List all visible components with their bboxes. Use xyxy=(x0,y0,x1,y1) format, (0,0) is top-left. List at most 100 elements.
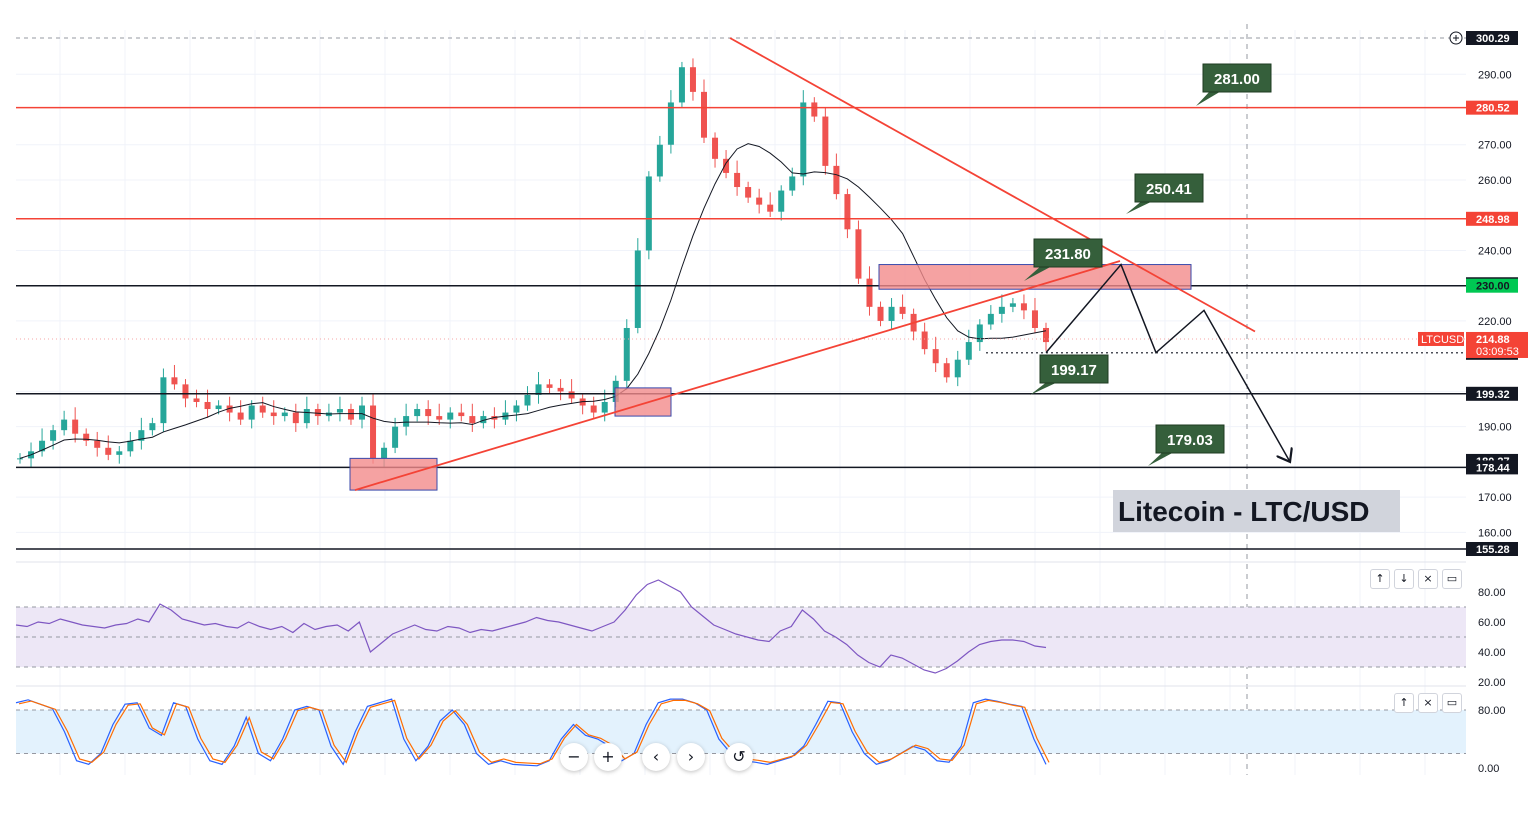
candle-body xyxy=(1009,303,1016,307)
candle-body xyxy=(359,405,365,420)
indicators xyxy=(15,579,1050,767)
stoch-maximize-button[interactable]: ▭ xyxy=(1442,693,1462,713)
candle-body xyxy=(998,306,1005,314)
symbol-label: LTCUSD xyxy=(1421,334,1464,346)
candle-body xyxy=(392,426,399,448)
scroll-left-button[interactable]: ‹ xyxy=(642,743,670,771)
zoom-out-button[interactable]: − xyxy=(560,743,588,771)
candle-body xyxy=(678,67,685,103)
candle-body xyxy=(634,250,641,328)
candle-body xyxy=(1043,327,1049,343)
candle-body xyxy=(987,313,994,325)
callout-pointer xyxy=(1024,265,1054,281)
price-tick-label: 240.00 xyxy=(1478,245,1512,257)
price-callout[interactable]: 281.00 xyxy=(1196,63,1272,106)
supply-demand-zone[interactable] xyxy=(349,457,438,491)
candle-body xyxy=(425,409,432,417)
price-label-box xyxy=(1466,211,1518,226)
candle-body xyxy=(193,398,200,402)
candle-body xyxy=(160,377,167,424)
price-label-box xyxy=(1466,542,1518,556)
candle-body xyxy=(215,405,222,410)
price-label-box xyxy=(1466,31,1518,45)
horizontal-levels[interactable] xyxy=(16,106,1466,550)
supply-demand-zone[interactable] xyxy=(878,264,1192,290)
candle-body xyxy=(535,384,542,395)
price-callout[interactable]: 199.17 xyxy=(1030,354,1109,395)
candle-body xyxy=(800,102,807,177)
add-alert-icon-plus xyxy=(1453,35,1459,41)
candle-body xyxy=(701,91,707,138)
callout-label: 250.41 xyxy=(1146,181,1192,198)
projection-path[interactable] xyxy=(1045,263,1290,462)
stoch-tick-label: 0.00 xyxy=(1478,763,1499,775)
rsi-line xyxy=(15,579,1047,674)
reset-chart-button[interactable]: ↺ xyxy=(725,743,753,771)
scroll-right-button[interactable]: › xyxy=(677,743,705,771)
stoch-move-up-button[interactable]: ↑ xyxy=(1394,693,1414,713)
candle-body xyxy=(226,405,233,413)
last-price-badge xyxy=(1466,331,1528,358)
candle-body xyxy=(237,412,244,420)
zoom-in-button[interactable]: + xyxy=(594,743,622,771)
drawings[interactable] xyxy=(349,37,1290,491)
candle-body xyxy=(248,405,255,420)
candle-body xyxy=(976,324,983,343)
price-label-box xyxy=(1466,278,1518,293)
price-axis[interactable]: 160.00170.00190.00200.00220.00240.00260.… xyxy=(1418,0,1536,818)
candle-body xyxy=(844,194,851,230)
rsi-close-button[interactable]: × xyxy=(1418,569,1438,589)
candle-body xyxy=(921,331,928,350)
candle-body xyxy=(877,306,884,321)
symbol-badge xyxy=(1418,331,1464,346)
candle-body xyxy=(745,187,752,198)
candle-body xyxy=(171,377,178,385)
price-tick-label: 270.00 xyxy=(1478,140,1512,152)
price-tick-label: 170.00 xyxy=(1478,492,1512,504)
candle-body xyxy=(50,430,57,441)
indicator-bands xyxy=(16,606,1466,754)
ascending-trendline[interactable] xyxy=(354,260,1121,491)
chart-title-box: Litecoin - LTC/USD xyxy=(1113,490,1400,532)
price-label: 199.32 xyxy=(1476,389,1510,401)
price-tick-label: 260.00 xyxy=(1478,175,1512,187)
candle-body xyxy=(458,412,465,417)
supply-demand-zone[interactable] xyxy=(614,387,672,417)
candle-body xyxy=(866,278,873,307)
candle-body xyxy=(72,419,79,434)
candle-body xyxy=(336,409,343,413)
rsi-maximize-button[interactable]: ▭ xyxy=(1442,569,1462,589)
candle-body xyxy=(601,401,608,413)
callout-pointer xyxy=(1030,381,1060,395)
callouts[interactable]: 281.00 250.41 231.80 199.17 179.03 xyxy=(1024,63,1272,466)
candle-body xyxy=(667,102,674,145)
candle-body xyxy=(1020,303,1027,311)
candle-body xyxy=(292,412,299,424)
price-callout[interactable]: 231.80 xyxy=(1024,238,1103,281)
candle-body xyxy=(756,197,763,205)
stoch-close-button[interactable]: × xyxy=(1418,693,1438,713)
price-tick-label: 290.00 xyxy=(1478,69,1512,81)
candle-body xyxy=(469,416,476,424)
candle-body xyxy=(734,172,741,188)
price-callout[interactable]: 250.41 xyxy=(1126,173,1204,214)
candle-body xyxy=(656,144,663,177)
candle-body xyxy=(149,423,156,431)
rsi-tick-label: 60.00 xyxy=(1478,617,1506,629)
rsi-move-up-button[interactable]: ↑ xyxy=(1370,569,1390,589)
candle-body xyxy=(767,204,774,212)
candle-body xyxy=(954,359,961,378)
last-price-label: 214.88 xyxy=(1476,334,1510,346)
price-callout[interactable]: 179.03 xyxy=(1148,424,1225,466)
descending-trendline[interactable] xyxy=(729,37,1256,333)
candle-body xyxy=(370,405,377,459)
callout-box xyxy=(1039,354,1109,384)
rsi-move-down-button[interactable]: ↓ xyxy=(1394,569,1414,589)
candle-body xyxy=(855,229,862,279)
candle-body xyxy=(590,405,597,413)
candle-body xyxy=(943,363,950,378)
callout-pointer xyxy=(1126,200,1155,214)
callout-pointer xyxy=(1196,90,1223,106)
price-tick-label: 220.00 xyxy=(1478,316,1512,328)
